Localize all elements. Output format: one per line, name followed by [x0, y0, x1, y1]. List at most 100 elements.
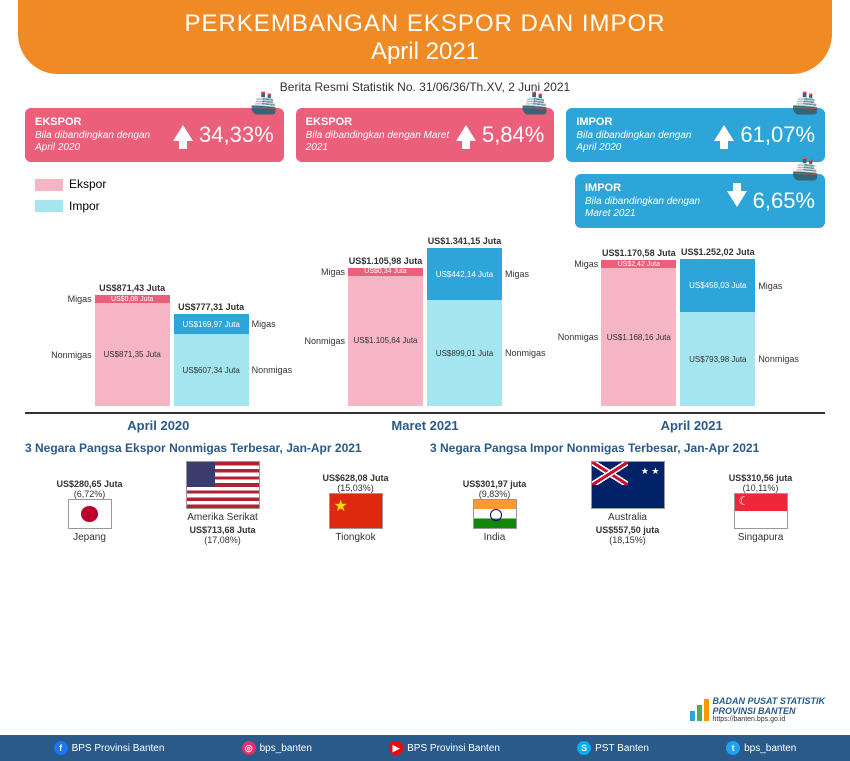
stat-impor-2-wrap: 🚢 IMPORBila dibandingkan dengan Maret 20…	[575, 174, 825, 228]
flag-item-Singapura: US$310,56 juta(10,11%) Singapura	[696, 473, 825, 545]
stat-label: IMPORBila dibandingkan dengan Maret 2021	[585, 182, 721, 219]
label-migas: Migas	[758, 281, 782, 291]
flag-item-Amerika Serikat: Amerika Serikat US$713,68 Juta(17,08%)	[158, 461, 287, 545]
footer-item: t bps_banten	[726, 741, 796, 755]
infographic-page: PERKEMBANGAN EKSPOR DAN IMPOR April 2021…	[0, 0, 850, 761]
stat-pct: 34,33%	[199, 122, 274, 148]
bar-charts: US$871,43 Juta NonmigasUS$871,35 Juta Mi…	[25, 236, 825, 414]
month-label: April 2021	[558, 418, 825, 433]
social-icon: t	[726, 741, 740, 755]
ship-icon: 🚢	[521, 90, 548, 116]
logo-bars-icon	[690, 699, 709, 721]
social-icon: ▶	[389, 741, 403, 755]
ekspor-stack: NonmigasUS$1.105,64 Juta MigasUS$0,34 Ju…	[348, 268, 423, 406]
stat-arrow	[173, 125, 193, 146]
stat-pct: 61,07%	[740, 122, 815, 148]
ekspor-total: US$871,43 Juta	[99, 283, 165, 293]
impor-total: US$1.252,02 Juta	[681, 247, 755, 257]
arrow-down-icon	[727, 191, 747, 207]
ekspor-stack: NonmigasUS$871,35 Juta MigasUS$0,08 Juta	[95, 295, 170, 406]
footer-item: ▶ BPS Provinsi Banten	[389, 741, 500, 755]
month-label: April 2020	[25, 418, 292, 433]
stat-arrow	[714, 125, 734, 146]
flag-item-Tiongkok: US$628,08 Juta(15,03%) Tiongkok	[291, 473, 420, 545]
header: PERKEMBANGAN EKSPOR DAN IMPOR April 2021	[18, 0, 832, 74]
impor-stack: US$899,01 JutaNonmigas US$442,14 JutaMig…	[427, 248, 502, 406]
footer-label: BPS Provinsi Banten	[407, 743, 500, 754]
label-migas: Migas	[68, 294, 92, 304]
impor-bar: US$777,31 Juta US$607,34 JutaNonmigas US…	[174, 302, 249, 406]
impor-nonmigas-seg: US$899,01 JutaNonmigas	[427, 300, 502, 406]
social-icon: S	[577, 741, 591, 755]
title-line1: PERKEMBANGAN EKSPOR DAN IMPOR	[18, 10, 832, 38]
ekspor-total: US$1.170,58 Juta	[602, 248, 676, 258]
arrow-up-icon	[456, 125, 476, 141]
impor-total: US$777,31 Juta	[178, 302, 244, 312]
logo-l2: PROVINSI BANTEN	[713, 706, 826, 716]
chart-group: US$871,43 Juta NonmigasUS$871,35 Juta Mi…	[95, 236, 249, 406]
bps-logo: BADAN PUSAT STATISTIK PROVINSI BANTEN ht…	[690, 696, 826, 723]
swatch-impor	[35, 200, 63, 212]
impor-stack: US$607,34 JutaNonmigas US$169,97 JutaMig…	[174, 314, 249, 406]
impor-countries: 3 Negara Pangsa Impor Nonmigas Terbesar,…	[430, 441, 825, 545]
flag-cn-icon	[329, 493, 383, 529]
label-migas: Migas	[321, 267, 345, 277]
impor-migas-seg: US$458,03 JutaMigas	[680, 259, 755, 313]
ship-icon: 🚢	[792, 90, 819, 116]
logo-l3: https://banten.bps.go.id	[713, 716, 826, 723]
flag-value: US$713,68 Juta(17,08%)	[158, 525, 287, 545]
label-nonmigas: Nonmigas	[758, 354, 799, 364]
footer-item: S PST Banten	[577, 741, 649, 755]
label-migas: Migas	[574, 259, 598, 269]
footer-label: PST Banten	[595, 743, 649, 754]
month-labels: April 2020Maret 2021April 2021	[25, 418, 825, 433]
ekspor-flags: US$280,65 Juta(6,72%) Jepang Amerika Ser…	[25, 461, 420, 545]
ekspor-bar: US$871,43 Juta NonmigasUS$871,35 Juta Mi…	[95, 283, 170, 406]
stat-row-1: 🚢 EKSPORBila dibandingkan dengan April 2…	[0, 100, 850, 170]
stat-label: EKSPORBila dibandingkan dengan Maret 202…	[306, 116, 450, 153]
stat-arrow	[727, 191, 747, 212]
impor-countries-title: 3 Negara Pangsa Impor Nonmigas Terbesar,…	[430, 441, 825, 455]
flag-value: US$301,97 juta(9,83%)	[430, 479, 559, 499]
countries-row: 3 Negara Pangsa Ekspor Nonmigas Terbesar…	[0, 441, 850, 545]
flag-name: India	[430, 532, 559, 543]
flag-name: Singapura	[696, 532, 825, 543]
social-icon: f	[54, 741, 68, 755]
impor-stack: US$793,98 JutaNonmigas US$458,03 JutaMig…	[680, 259, 755, 407]
impor-flags: US$301,97 juta(9,83%) India Australia US…	[430, 461, 825, 545]
ekspor-bar: US$1.105,98 Juta NonmigasUS$1.105,64 Jut…	[348, 256, 423, 406]
ekspor-migas-seg: MigasUS$0,08 Juta	[95, 295, 170, 303]
row-2: Ekspor Impor 🚢 IMPORBila dibandingkan de…	[0, 170, 850, 236]
legend-impor: Impor	[69, 199, 100, 213]
stat-arrow	[456, 125, 476, 146]
ekspor-migas-seg: MigasUS$0,34 Juta	[348, 268, 423, 276]
ekspor-nonmigas-seg: NonmigasUS$871,35 Juta	[95, 303, 170, 406]
flag-value: US$628,08 Juta(15,03%)	[291, 473, 420, 493]
label-nonmigas: Nonmigas	[252, 365, 293, 375]
logo-l1: BADAN PUSAT STATISTIK	[713, 696, 826, 706]
ekspor-migas-seg: MigasUS$2,42 Juta	[601, 260, 676, 268]
impor-nonmigas-seg: US$607,34 JutaNonmigas	[174, 334, 249, 406]
flag-item-India: US$301,97 juta(9,83%) India	[430, 479, 559, 545]
ekspor-bar: US$1.170,58 Juta NonmigasUS$1.168,16 Jut…	[601, 248, 676, 406]
flag-item-Australia: Australia US$557,50 juta(18,15%)	[563, 461, 692, 545]
impor-nonmigas-seg: US$793,98 JutaNonmigas	[680, 312, 755, 406]
flag-value: US$310,56 juta(10,11%)	[696, 473, 825, 493]
footer-label: bps_banten	[260, 743, 312, 754]
footer: f BPS Provinsi Banten ◎ bps_banten ▶ BPS…	[0, 735, 850, 761]
flag-us-icon	[186, 461, 260, 509]
ship-icon: 🚢	[250, 90, 277, 116]
label-nonmigas: Nonmigas	[51, 350, 92, 360]
flag-name: Tiongkok	[291, 532, 420, 543]
social-icon: ◎	[242, 741, 256, 755]
impor-bar: US$1.341,15 Juta US$899,01 JutaNonmigas …	[427, 236, 502, 406]
impor-bar: US$1.252,02 Juta US$793,98 JutaNonmigas …	[680, 247, 755, 407]
footer-label: BPS Provinsi Banten	[72, 743, 165, 754]
impor-total: US$1.341,15 Juta	[428, 236, 502, 246]
label-migas: Migas	[252, 319, 276, 329]
footer-item: f BPS Provinsi Banten	[54, 741, 165, 755]
flag-name: Australia	[563, 512, 692, 523]
ekspor-countries-title: 3 Negara Pangsa Ekspor Nonmigas Terbesar…	[25, 441, 420, 455]
stat-pct: 5,84%	[482, 122, 544, 148]
stat-card-impor: 🚢 IMPORBila dibandingkan dengan Maret 20…	[575, 174, 825, 228]
